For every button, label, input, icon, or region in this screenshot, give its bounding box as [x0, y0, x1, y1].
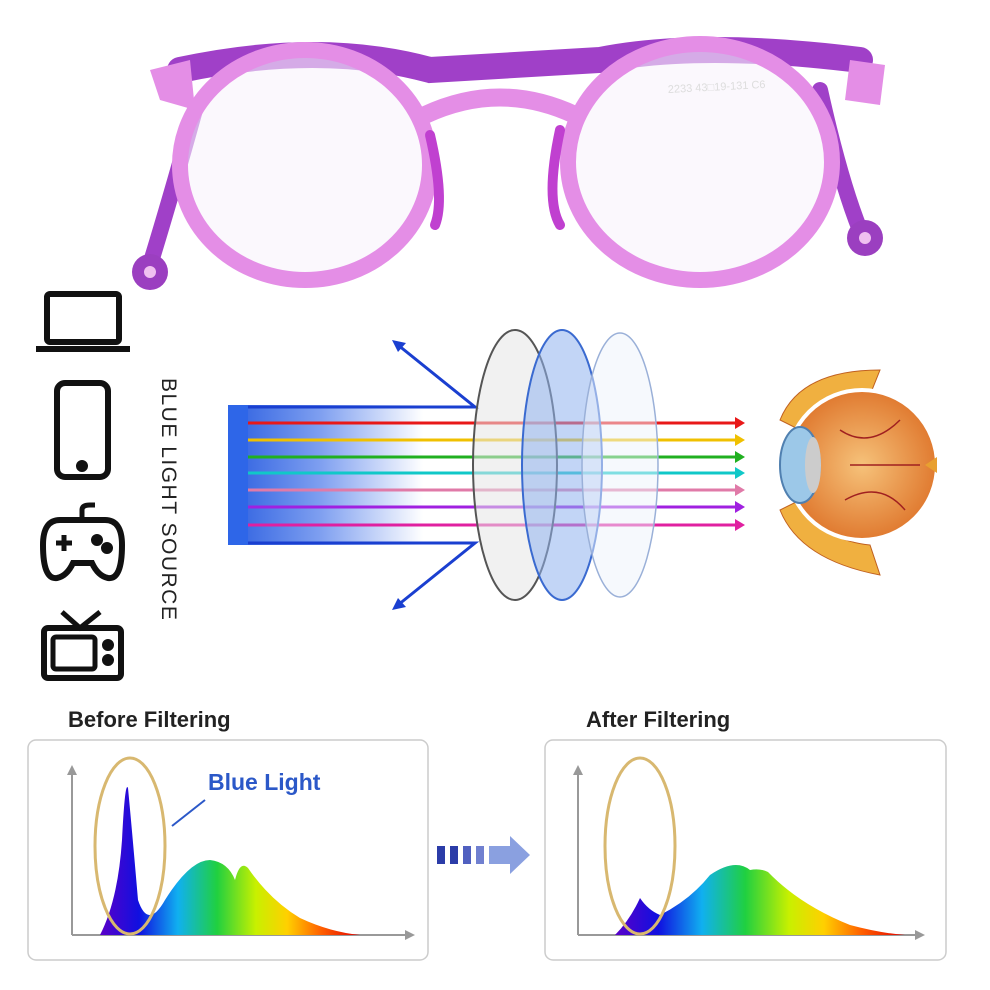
light-diagram-part-part: [735, 434, 745, 446]
before-panel: Blue Light: [27, 739, 429, 961]
device-icons-part: [39, 517, 126, 582]
eye-part: [805, 437, 821, 493]
light-diagram-part: [228, 405, 488, 545]
light-diagram-part-part: [392, 598, 406, 610]
light-diagram-part-part: [392, 340, 406, 352]
device-icons: [36, 291, 130, 681]
after-panel-part: [615, 865, 905, 935]
arrow-part: [450, 846, 458, 864]
device-icons-part: [79, 502, 95, 520]
after-title: After Filtering: [586, 707, 730, 732]
arrow-part: [476, 846, 484, 864]
light-diagram: [228, 329, 745, 610]
light-diagram-part-part: [248, 343, 480, 409]
light-diagram-part-part: [735, 451, 745, 463]
after-panel-part: [603, 756, 677, 936]
device-icons-part: [102, 654, 114, 666]
before-panel-part: [171, 799, 206, 827]
after-panel: [544, 739, 947, 961]
device-icons-part: [44, 291, 122, 345]
device-icons-part: [101, 542, 113, 554]
blue-light-annotation: Blue Light: [208, 769, 321, 795]
light-diagram-part-part: [735, 501, 745, 513]
before-panel-part: [93, 756, 167, 936]
light-diagram-part: [581, 332, 659, 598]
device-icons-part: [102, 639, 114, 651]
light-diagram-part-part: [735, 417, 745, 429]
device-icons-part: [56, 535, 72, 551]
glasses-part: [150, 60, 195, 110]
eye-part: [839, 419, 920, 511]
before-title: Before Filtering: [68, 707, 231, 732]
light-diagram-part: [228, 405, 248, 545]
model-marking: 2233 43□19-131 C6: [668, 79, 766, 96]
eye-part: [925, 457, 937, 473]
light-diagram-part: [392, 340, 745, 610]
device-icons-part: [54, 380, 111, 480]
light-source-label: BLUE LIGHT SOURCE: [157, 378, 180, 621]
before-panel-part: [100, 787, 360, 935]
arrow-part: [489, 836, 530, 874]
glasses-part: [547, 125, 565, 230]
glasses-part: [859, 232, 871, 244]
light-diagram-part-part: [735, 484, 745, 496]
light-diagram-part-part: [248, 541, 480, 607]
glasses-part: [560, 36, 840, 288]
glasses-part: [425, 130, 444, 230]
device-icons-part: [41, 625, 124, 681]
light-diagram-part-part: [735, 467, 745, 479]
glasses: 2233 43□19-131 C6: [132, 36, 885, 290]
device-icons-part: [76, 460, 88, 472]
glasses-part: [172, 42, 438, 288]
eye: [779, 369, 939, 576]
light-diagram-part-part: [735, 519, 745, 531]
arrow: [437, 836, 530, 874]
glasses-part: [144, 266, 156, 278]
arrow-part: [437, 846, 445, 864]
glasses-part: [845, 60, 885, 105]
glasses-part: [421, 88, 579, 124]
arrow-part: [463, 846, 471, 864]
device-icons-part: [91, 534, 103, 546]
device-icons-part: [50, 634, 98, 672]
